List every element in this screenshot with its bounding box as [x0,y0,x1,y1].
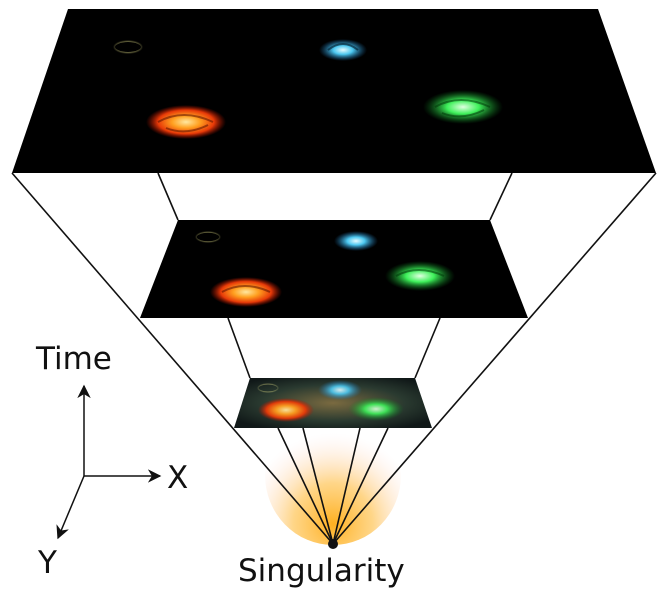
orange-spiral-galaxy [258,398,314,422]
blue-spiral-galaxy [319,39,367,61]
y-axis-label: Y [38,545,57,581]
early-plane [234,378,432,428]
green-spiral-galaxy [385,261,455,291]
singularity-glow [265,405,401,545]
singularity-point [328,539,338,549]
green-spiral-galaxy [348,397,404,421]
orange-spiral-galaxy [146,105,226,139]
yellow-ring-galaxy [193,229,223,245]
orange-spiral-galaxy [210,277,282,307]
x-axis-label: X [167,460,189,496]
singularity-label: Singularity [238,553,405,589]
time-axis-label: Time [36,341,112,377]
coordinate-axes [56,384,162,540]
green-spiral-galaxy [423,90,503,124]
yellow-ring-galaxy [255,381,281,395]
middle-plane [140,220,528,318]
y-axis-arrow [56,475,85,540]
yellow-ring-galaxy [111,38,145,56]
blue-spiral-galaxy [334,231,378,251]
blue-spiral-galaxy [318,380,362,400]
cone-outline [11,172,657,545]
top-plane [12,9,656,173]
